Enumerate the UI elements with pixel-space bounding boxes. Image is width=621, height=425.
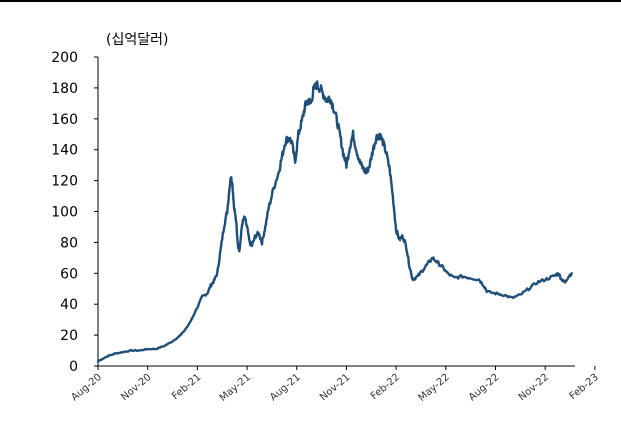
y-tick-label: 40 [60, 297, 78, 313]
y-tick-label: 120 [51, 174, 78, 190]
y-tick-label: 20 [60, 328, 78, 344]
x-tick-label: May-21 [218, 372, 253, 404]
x-tick-label: Feb-23 [568, 372, 601, 402]
series-line [96, 80, 573, 363]
axes [97, 57, 575, 367]
y-tick-label: 160 [51, 112, 78, 128]
unit-label: (십억달러) [106, 32, 168, 48]
y-tick-label: 60 [60, 266, 78, 282]
x-tick-label: Aug-20 [69, 372, 104, 403]
y-tick-label: 100 [51, 205, 78, 221]
x-tick-label: Aug-22 [467, 372, 502, 403]
x-tick-label: May-22 [416, 372, 451, 404]
top-rule [0, 0, 621, 2]
x-tick-label: Aug-21 [268, 372, 303, 403]
x-tick-label: Nov-21 [318, 372, 352, 403]
y-axis-ticks: 0 20 40 60 80 100 120 140 160 180 200 [51, 50, 98, 375]
y-tick-label: 200 [51, 50, 78, 66]
y-tick-label: 0 [69, 359, 78, 375]
x-tick-label: Feb-21 [170, 372, 203, 402]
y-tick-label: 180 [51, 81, 78, 97]
x-axis-ticks: Aug-20 Nov-20 Feb-21 May-21 Aug-21 Nov-21 Feb-… [69, 366, 601, 404]
x-tick-label: Nov-20 [119, 372, 153, 403]
x-tick-label: Feb-22 [369, 372, 402, 402]
y-tick-label: 140 [51, 143, 78, 159]
y-tick-label: 80 [60, 235, 78, 251]
x-tick-label: Nov-22 [517, 372, 551, 403]
